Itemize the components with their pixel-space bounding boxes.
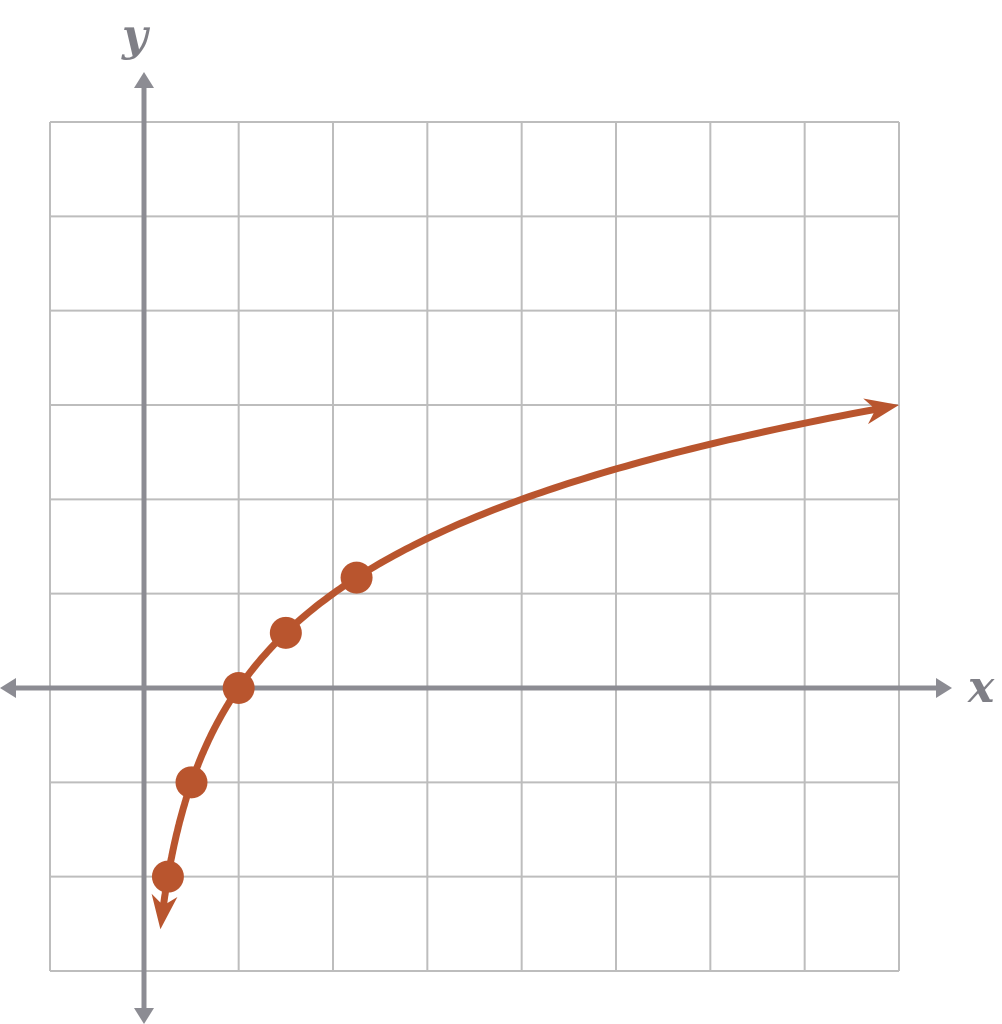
x-axis-label: x: [967, 662, 995, 713]
data-point-3: [222, 672, 255, 704]
y-axis-bottom-arrow: [134, 1008, 154, 1024]
data-point-1: [151, 860, 184, 893]
data-point-4: [269, 616, 302, 649]
points-layer: [151, 561, 373, 893]
curve-layer: [151, 398, 899, 930]
curve-start-arrow-icon: [151, 893, 178, 930]
curve-end-arrow-icon: [863, 398, 899, 425]
x-axis-right-arrow: [936, 678, 952, 698]
axes: x y: [0, 10, 995, 1024]
x-axis-left-arrow: [0, 678, 16, 698]
data-point-5: [340, 561, 373, 594]
data-point-2: [175, 766, 208, 799]
y-axis-label: y: [121, 10, 151, 61]
y-axis-top-arrow: [134, 72, 154, 88]
log-curve: [159, 405, 879, 911]
